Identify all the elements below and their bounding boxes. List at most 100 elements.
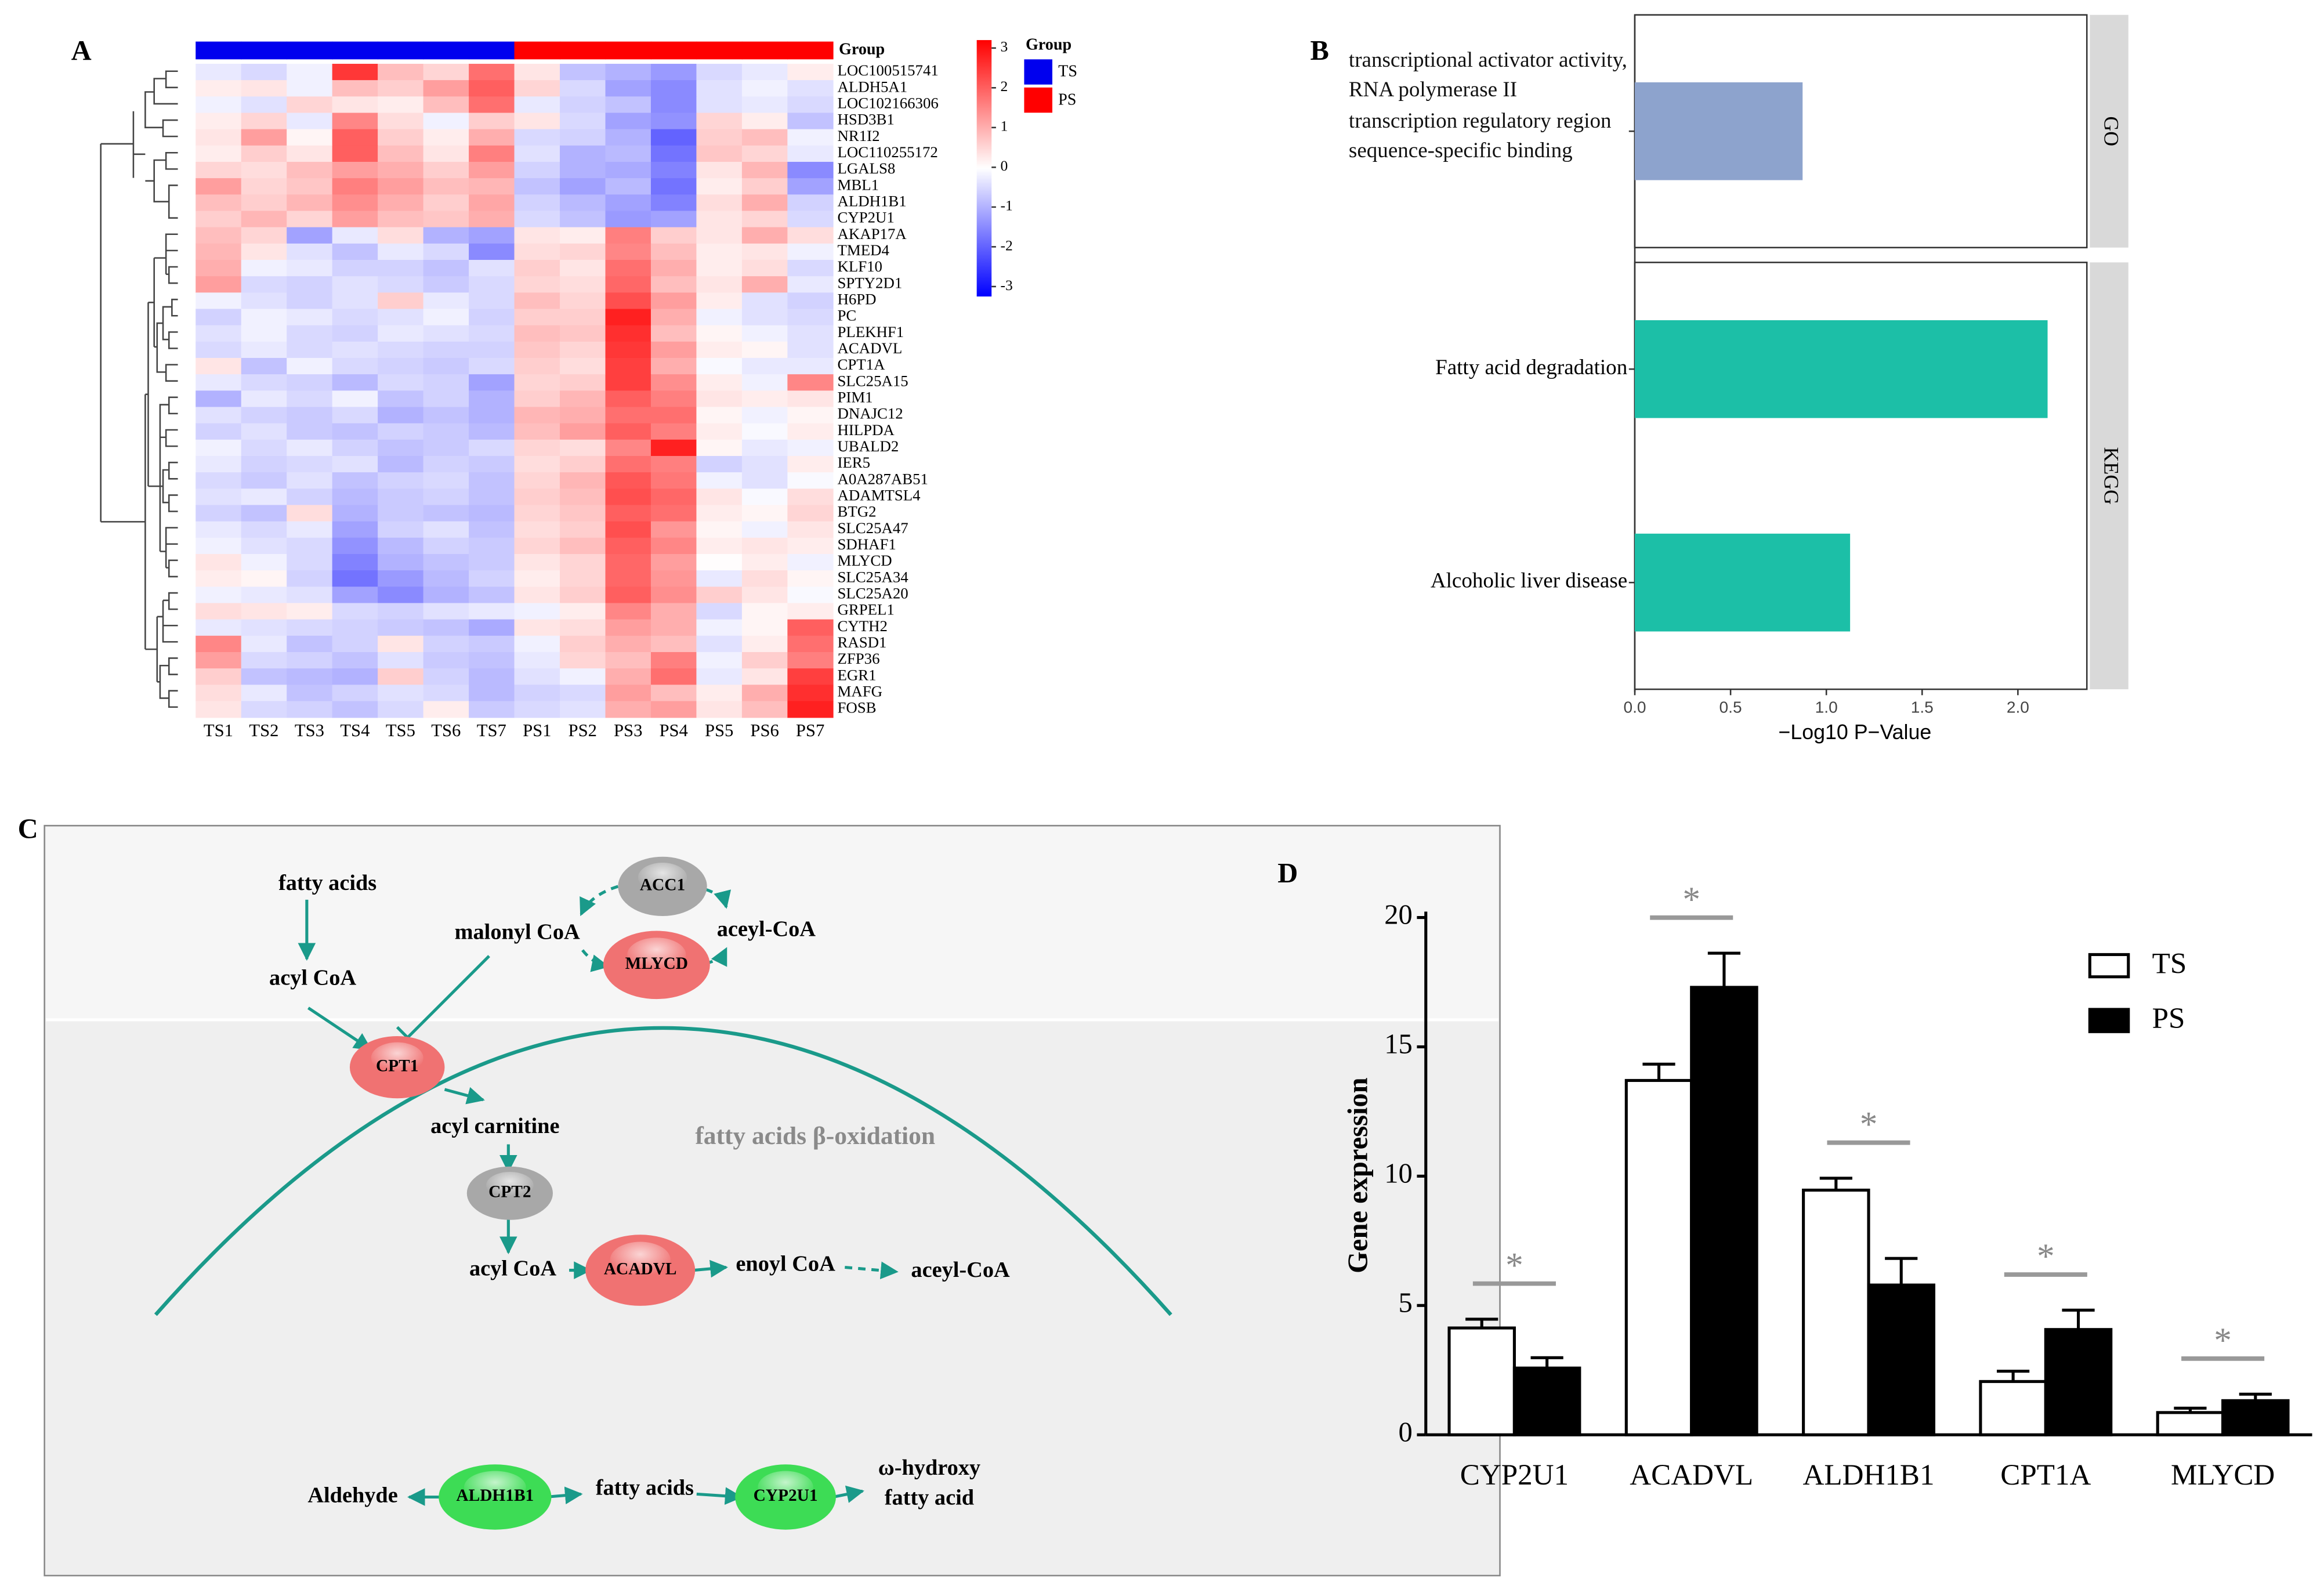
heat-cell <box>469 521 515 538</box>
heat-cell <box>196 374 242 392</box>
heat-cell <box>469 243 515 260</box>
heat-cell <box>514 292 560 310</box>
heat-cell <box>287 635 333 653</box>
heat-cell <box>741 161 788 179</box>
heat-cell <box>287 521 333 538</box>
gene-label: CYTH2 <box>837 617 887 635</box>
heat-cell <box>332 587 378 604</box>
heat-cell <box>514 472 560 490</box>
heat-cell <box>741 603 788 620</box>
heat-cell <box>332 537 378 555</box>
heat-cell <box>560 488 606 506</box>
heat-cell <box>787 423 834 440</box>
panel-label: D <box>1277 858 1298 889</box>
heat-cell <box>241 357 287 375</box>
heat-cell <box>787 570 834 588</box>
heat-cell <box>196 603 242 620</box>
heat-cell <box>696 161 743 179</box>
gene-label: LOC110255172 <box>837 143 937 161</box>
heat-cell <box>787 455 834 473</box>
heat-cell <box>650 488 697 506</box>
heat-cell <box>423 259 469 277</box>
heat-cell <box>241 505 287 522</box>
heat-cell <box>650 63 697 81</box>
heat-cell <box>605 63 651 81</box>
colorbar-tick-label: 2 <box>1001 78 1008 95</box>
heat-cell <box>469 194 515 212</box>
heat-cell <box>378 390 424 408</box>
heat-cell <box>560 603 606 620</box>
heat-cell <box>605 259 651 277</box>
heat-cell <box>787 194 834 212</box>
heat-cell <box>514 619 560 636</box>
heat-cell <box>741 521 788 538</box>
heat-cell <box>378 439 424 457</box>
heat-cell <box>469 407 515 424</box>
metabolite: acyl CoA <box>469 1256 556 1280</box>
legend-label: PS <box>2152 1002 2185 1035</box>
heat-cell <box>787 635 834 653</box>
bar <box>1624 1078 1693 1436</box>
heat-cell <box>196 243 242 260</box>
heat-cell <box>605 603 651 620</box>
heat-cell <box>287 227 333 244</box>
heat-cell <box>696 553 743 571</box>
category-label: transcriptional activator activity, RNA … <box>1348 48 1627 164</box>
gene-label: GRPEL1 <box>837 601 894 618</box>
diagram-band <box>46 827 1498 1020</box>
heat-cell <box>423 407 469 424</box>
heat-cell <box>196 357 242 375</box>
heat-cell <box>560 357 606 375</box>
membrane <box>154 1026 1172 1316</box>
heat-cell <box>196 309 242 326</box>
heat-cell <box>287 145 333 162</box>
bar <box>1634 82 1803 180</box>
heat-cell <box>469 488 515 506</box>
metabolite: ω-hydroxy fatty acid <box>878 1457 981 1511</box>
heat-cell <box>332 374 378 392</box>
heat-cell <box>332 341 378 359</box>
heat-cell <box>241 619 287 636</box>
metabolite: aceyl-CoA <box>717 917 816 941</box>
gene-label: NR1I2 <box>837 127 879 144</box>
gene-label: SDHAF1 <box>837 535 896 553</box>
heat-cell <box>332 113 378 130</box>
heat-cell <box>560 129 606 146</box>
heat-cell <box>696 390 743 408</box>
heat-cell <box>605 537 651 555</box>
heat-cell <box>560 553 606 571</box>
heat-cell <box>560 341 606 359</box>
group-bar <box>287 41 333 60</box>
y-tick-label: 0 <box>1399 1417 1413 1447</box>
heat-cell <box>469 423 515 440</box>
heat-cell <box>514 243 560 260</box>
heat-cell <box>378 537 424 555</box>
heat-cell <box>241 243 287 260</box>
heat-cell <box>741 243 788 260</box>
significance-mark: * <box>1860 1105 1878 1144</box>
heat-cell <box>287 259 333 277</box>
heat-cell <box>650 129 697 146</box>
heat-cell <box>196 63 242 81</box>
heat-cell <box>696 276 743 294</box>
heat-cell <box>650 521 697 538</box>
heat-cell <box>287 96 333 114</box>
heat-cell <box>469 113 515 130</box>
heat-cell <box>605 113 651 130</box>
heat-cell <box>241 423 287 440</box>
heat-cell <box>650 292 697 310</box>
heat-cell <box>741 488 788 506</box>
gene-label: HSD3B1 <box>837 111 894 128</box>
heat-cell <box>196 521 242 538</box>
heat-cell <box>787 63 834 81</box>
enzyme-label: MLYCD <box>625 954 688 973</box>
heat-cell <box>241 455 287 473</box>
heat-cell <box>332 63 378 81</box>
heat-cell <box>287 701 333 718</box>
bar <box>1690 986 1758 1436</box>
heat-cell <box>469 227 515 244</box>
heat-cell <box>696 472 743 490</box>
heat-cell <box>741 309 788 326</box>
heat-cell <box>423 635 469 653</box>
heat-cell <box>423 619 469 636</box>
